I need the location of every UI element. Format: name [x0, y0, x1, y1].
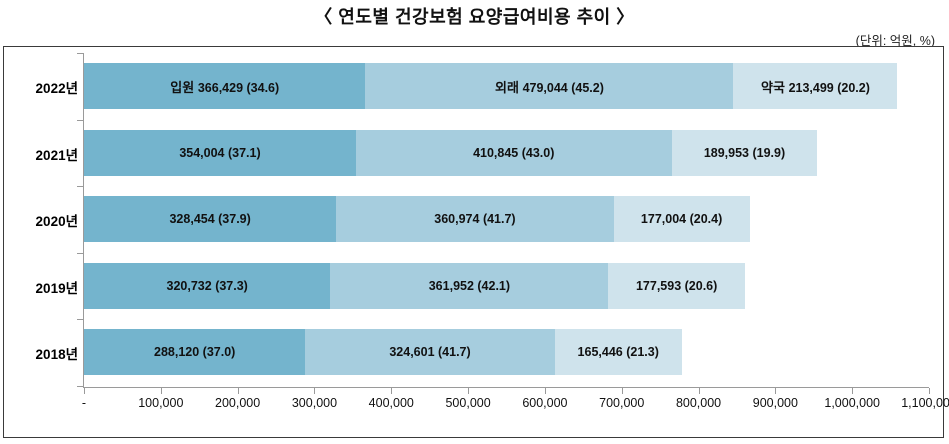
x-axis-tick-label: 600,000	[522, 396, 568, 410]
chart-row: 2019년 320,732 (37.3) 361,952 (42.1) 177,593…	[4, 253, 945, 319]
x-axis-tick	[698, 388, 700, 394]
stacked-bar: 328,454 (37.9) 360,974 (41.7) 177,004 (20.…	[84, 196, 750, 242]
x-axis-line	[83, 387, 929, 388]
category-label: 2018년	[35, 347, 78, 362]
y-axis-tick	[77, 252, 83, 254]
bar-segment-pharmacy[interactable]: 약국 213,499 (20.2)	[733, 63, 898, 109]
segment-label: 외래 479,044 (45.2)	[495, 77, 604, 96]
category-label: 2020년	[35, 214, 78, 229]
category-label: 2021년	[35, 147, 78, 163]
segment-label: 410,845 (43.0)	[473, 145, 555, 160]
x-axis-tick	[391, 388, 393, 394]
segment-value-label: 366,429 (34.6)	[197, 80, 280, 95]
segment-value-label: 479,044 (45.2)	[522, 80, 604, 95]
bar-segment-outpatient[interactable]: 외래 479,044 (45.2)	[365, 63, 734, 109]
x-axis-tick-label: 1,000,000	[824, 396, 880, 410]
x-axis-tick-label: 200,000	[215, 396, 261, 410]
y-axis-tick	[77, 53, 83, 54]
segment-label: 354,004 (37.1)	[179, 145, 261, 160]
x-axis-tick-label: 500,000	[445, 396, 491, 410]
x-axis-tick	[468, 388, 470, 394]
x-axis-tick	[775, 388, 777, 394]
segment-label: 약국 213,499 (20.2)	[761, 77, 870, 96]
chart-frame: 2022년 입원 366,429 (34.6) 외래 479,044 (45.2) 약…	[3, 46, 949, 438]
segment-label: 360,974 (41.7)	[434, 212, 516, 226]
segment-series-name: 약국	[761, 79, 789, 95]
bar-segment-inpatient[interactable]: 328,454 (37.9)	[84, 196, 337, 242]
bar-segment-inpatient[interactable]: 320,732 (37.3)	[84, 262, 331, 309]
y-axis-line	[83, 53, 84, 387]
x-axis-tick-label: 100,000	[138, 396, 184, 410]
segment-label: 177,004 (20.4)	[640, 212, 723, 226]
bar-segment-outpatient[interactable]: 324,601 (41.7)	[305, 329, 555, 375]
x-axis-tick-label: 300,000	[291, 396, 338, 410]
x-axis-tick	[544, 388, 546, 394]
segment-label: 177,593 (20.6)	[635, 278, 718, 293]
category-label: 2019년	[35, 280, 78, 296]
x-axis-tick	[852, 388, 854, 394]
segment-value-label: 213,499 (20.2)	[788, 80, 870, 95]
stacked-bar: 입원 366,429 (34.6) 외래 479,044 (45.2) 약국 213…	[84, 63, 898, 109]
x-axis-tick	[160, 388, 162, 394]
segment-label: 361,952 (42.1)	[428, 278, 511, 293]
x-axis-labels: - 100,000 200,000 300,000 400,000 500,000 600,…	[4, 396, 949, 418]
bar-segment-inpatient[interactable]: 354,004 (37.1)	[84, 129, 356, 176]
segment-label: 입원 366,429 (34.6)	[170, 77, 279, 96]
x-axis-tick-label: -	[81, 396, 87, 410]
bar-segment-outpatient[interactable]: 410,845 (43.0)	[355, 129, 672, 176]
x-axis-tick-label: 800,000	[675, 396, 722, 410]
segment-series-name: 입원	[170, 79, 198, 95]
x-axis-tick-label: 400,000	[368, 396, 414, 410]
stacked-bar: 288,120 (37.0) 324,601 (41.7) 165,446 (21.…	[84, 329, 682, 375]
category-label: 2022년	[35, 81, 78, 96]
x-axis-tick	[84, 388, 85, 394]
chart-row: 2020년 328,454 (37.9) 360,974 (41.7) 177,004…	[4, 186, 945, 252]
bar-segment-pharmacy[interactable]: 177,004 (20.4)	[613, 196, 750, 242]
y-axis-tick	[77, 319, 83, 320]
y-axis-tick	[77, 385, 83, 387]
segment-label: 288,120 (37.0)	[154, 345, 236, 359]
x-axis-tick	[314, 388, 316, 394]
bar-segment-outpatient[interactable]: 360,974 (41.7)	[336, 196, 614, 242]
bar-segment-outpatient[interactable]: 361,952 (42.1)	[330, 262, 609, 309]
segment-label: 320,732 (37.3)	[166, 278, 248, 293]
stacked-bar: 320,732 (37.3) 361,952 (42.1) 177,593 (20.…	[84, 262, 745, 309]
x-axis-tick-label: 900,000	[752, 396, 798, 410]
bar-segment-pharmacy[interactable]: 165,446 (21.3)	[554, 329, 682, 375]
x-axis-tick-label: 1,100,000	[901, 396, 949, 410]
bar-segment-pharmacy[interactable]: 177,593 (20.6)	[608, 262, 745, 309]
y-axis-tick	[77, 186, 83, 187]
segment-label: 189,953 (19.9)	[703, 145, 786, 160]
chart-row: 2018년 288,120 (37.0) 324,601 (41.7) 165,446…	[4, 319, 945, 385]
segment-label: 324,601 (41.7)	[389, 345, 471, 359]
segment-label: 328,454 (37.9)	[169, 212, 251, 226]
x-axis-tick	[237, 388, 239, 394]
stacked-bar: 354,004 (37.1) 410,845 (43.0) 189,953 (19.…	[84, 129, 818, 176]
unit-note: (단위: 억원, %)	[855, 34, 935, 48]
segment-series-name: 외래	[495, 79, 523, 95]
x-axis-tick-label: 700,000	[599, 396, 645, 410]
y-axis-tick	[77, 119, 83, 121]
bar-segment-inpatient[interactable]: 입원 366,429 (34.6)	[84, 63, 366, 109]
page-title: 〈 연도별 건강보험 요양급여비용 추이 〉	[314, 7, 635, 27]
chart-row: 2022년 입원 366,429 (34.6) 외래 479,044 (45.2) 약…	[4, 53, 945, 119]
chart-row: 2021년 354,004 (37.1) 410,845 (43.0) 189,953…	[4, 120, 945, 186]
x-axis-tick	[621, 388, 623, 394]
x-axis-tick	[929, 388, 930, 394]
bar-segment-inpatient[interactable]: 288,120 (37.0)	[84, 329, 306, 375]
segment-label: 165,446 (21.3)	[577, 345, 659, 359]
bar-segment-pharmacy[interactable]: 189,953 (19.9)	[671, 129, 818, 176]
